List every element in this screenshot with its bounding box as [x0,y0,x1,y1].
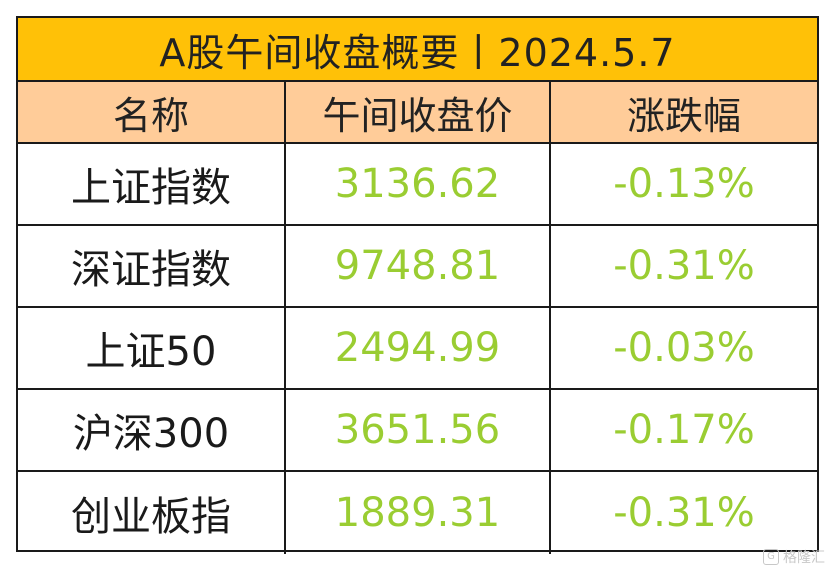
index-name: 沪深300 [18,390,286,470]
index-name: 上证50 [18,308,286,388]
index-price: 9748.81 [286,226,551,306]
index-change: -0.13% [613,161,755,207]
table-row: 深证指数 9748.81 -0.31% [18,226,817,308]
index-change: -0.03% [613,325,755,371]
header-name: 名称 [18,82,286,142]
table-row: 创业板指 1889.31 -0.31% [18,472,817,554]
index-change: -0.17% [613,407,755,453]
header-row: 名称 午间收盘价 涨跌幅 [18,82,817,144]
table-row: 沪深300 3651.56 -0.17% [18,390,817,472]
index-change: -0.31% [613,490,755,536]
watermark-text: 格隆汇 [783,550,825,566]
table-title: A股午间收盘概要丨2024.5.7 [18,18,817,82]
index-name: 上证指数 [18,144,286,224]
gelonghui-logo-icon: G [763,549,779,565]
index-price: 2494.99 [286,308,551,388]
header-price: 午间收盘价 [286,82,551,142]
index-price: 3136.62 [286,144,551,224]
table-row: 上证50 2494.99 -0.03% [18,308,817,390]
index-price: 1889.31 [286,472,551,554]
table-row: 上证指数 3136.62 -0.13% [18,144,817,226]
header-change: 涨跌幅 [626,93,741,138]
index-price: 3651.56 [286,390,551,470]
index-change: -0.31% [613,243,755,289]
market-summary-table: A股午间收盘概要丨2024.5.7 名称 午间收盘价 涨跌幅 上证指数 3136… [16,16,819,554]
index-name: 创业板指 [18,472,286,554]
watermark: G 格隆汇 [763,547,825,567]
index-name: 深证指数 [18,226,286,306]
